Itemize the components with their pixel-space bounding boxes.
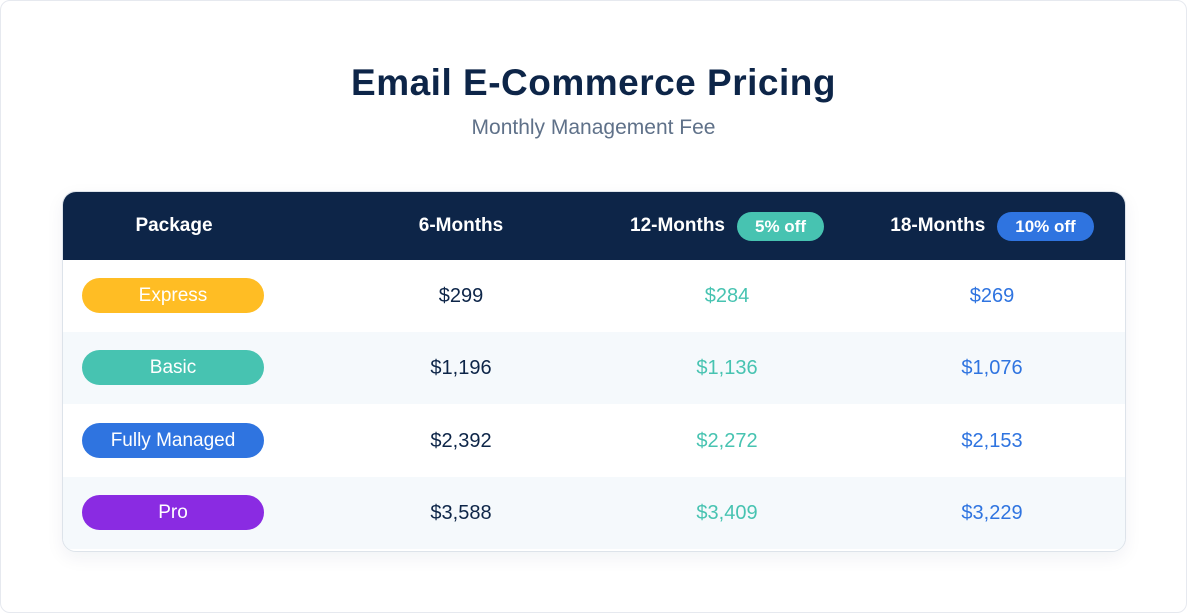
price-12-months: $284 — [704, 284, 750, 307]
pricing-table: Package 6-Months 12-Months 5% off 18-Mon… — [62, 191, 1126, 552]
discount-badge-18-months: 10% off — [997, 211, 1094, 241]
price-18-months: $1,076 — [961, 356, 1023, 379]
table-row-basic: Basic $1,196 $1,136 $1,076 — [63, 332, 1125, 404]
table-row-fully-managed: Fully Managed $2,392 $2,272 $2,153 — [63, 405, 1125, 477]
package-pill-basic: Basic — [82, 350, 264, 385]
price-12-months: $1,136 — [696, 356, 758, 379]
column-header-18-months: 18-Months 10% off — [859, 192, 1125, 260]
price-18-months: $3,229 — [961, 501, 1023, 524]
page-title: Email E-Commerce Pricing — [351, 62, 836, 103]
price-18-months: $2,153 — [961, 429, 1023, 452]
column-header-package-label: Package — [135, 215, 213, 236]
package-pill-pro: Pro — [82, 495, 264, 530]
column-header-6-months-label: 6-Months — [418, 215, 504, 236]
package-pill-express: Express — [82, 278, 264, 313]
table-header: Package 6-Months 12-Months 5% off 18-Mon… — [63, 192, 1125, 260]
table-row-pro: Pro $3,588 $3,409 $3,229 — [63, 477, 1125, 549]
price-18-months: $269 — [969, 284, 1015, 307]
page-subtitle: Monthly Management Fee — [471, 116, 716, 139]
price-6-months: $2,392 — [430, 429, 492, 452]
table-row-express: Express $299 $284 $269 — [63, 260, 1125, 332]
column-header-package: Package — [63, 192, 285, 260]
column-header-12-months: 12-Months 5% off — [595, 192, 859, 260]
price-12-months: $2,272 — [696, 429, 758, 452]
price-6-months: $3,588 — [430, 501, 492, 524]
price-12-months: $3,409 — [696, 501, 758, 524]
column-header-12-months-label: 12-Months — [630, 215, 725, 236]
price-6-months: $299 — [438, 284, 484, 307]
column-header-6-months: 6-Months — [327, 192, 595, 260]
price-6-months: $1,196 — [430, 356, 492, 379]
column-header-18-months-label: 18-Months — [890, 215, 986, 236]
discount-badge-12-months: 5% off — [737, 211, 824, 241]
package-pill-fully-managed: Fully Managed — [82, 423, 264, 458]
